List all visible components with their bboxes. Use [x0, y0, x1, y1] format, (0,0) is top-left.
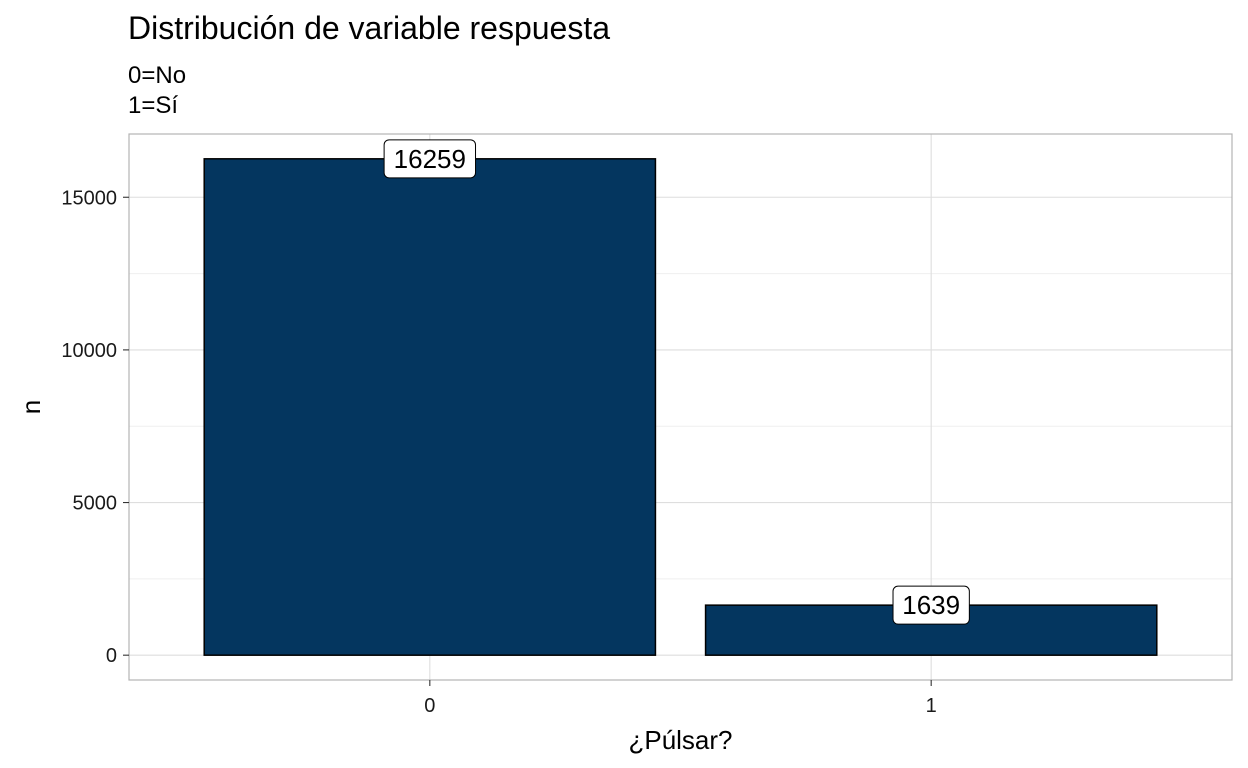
bars: [203, 158, 1158, 656]
y-tick-label: 15000: [61, 187, 117, 209]
y-tick-label: 0: [106, 645, 117, 667]
data-label-box: [892, 585, 970, 625]
panel-border: [128, 133, 1233, 681]
x-tick-label: 0: [424, 695, 435, 717]
data-label-group-0: 16259: [383, 139, 477, 179]
data-label-group-1: 1639: [892, 585, 970, 625]
chart-title: Distribución de variable respuesta: [128, 10, 611, 46]
bar-0: [203, 158, 657, 656]
y-axis-title: n: [16, 400, 46, 414]
chart-subtitle-line-0: 0=No: [128, 62, 187, 89]
y-tick-label: 10000: [61, 340, 117, 362]
axes: 0 5000 10000 15000 0 1 ¿Púlsar? n: [16, 133, 1233, 755]
data-labels: 16259 1639: [383, 139, 970, 625]
data-label-box: [383, 139, 477, 179]
x-tick-label: 1: [926, 695, 937, 717]
chart-subtitle-line-1: 1=Sí: [128, 92, 179, 119]
y-tick-label: 5000: [73, 493, 118, 515]
x-axis-title: ¿Púlsar?: [628, 725, 732, 755]
data-label-0: 16259: [394, 144, 466, 174]
data-label-1: 1639: [902, 590, 960, 620]
